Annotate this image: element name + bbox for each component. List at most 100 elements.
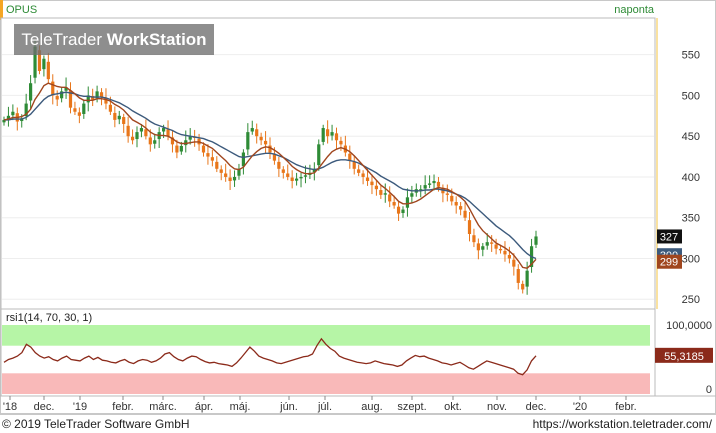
candle-body	[290, 177, 294, 182]
candle-body	[432, 181, 436, 184]
price-candles	[2, 40, 538, 295]
candle-body	[166, 129, 170, 137]
price-tick-label: 300	[682, 253, 700, 265]
candle-body	[29, 83, 33, 101]
last-close-label: 327	[660, 231, 678, 243]
rsi-last-label: 55,3185	[664, 351, 704, 363]
ma-short-line	[3, 82, 537, 269]
candle-body	[401, 209, 405, 214]
candle-body	[162, 128, 166, 132]
candle-body	[299, 176, 303, 179]
candle-body	[525, 270, 529, 287]
candle-body	[459, 206, 463, 210]
x-tick-label: nov.	[487, 401, 507, 413]
price-tick-label: 550	[682, 50, 700, 62]
price-tick-label: 400	[682, 172, 700, 184]
candle-body	[144, 129, 148, 137]
candle-body	[224, 173, 228, 177]
candle-body	[521, 283, 525, 290]
candle-body	[95, 91, 99, 99]
candle-body	[117, 115, 121, 120]
candle-body	[68, 90, 73, 108]
rsi-title: rsi1(14, 70, 30, 1)	[6, 312, 92, 324]
candle-body	[60, 91, 64, 99]
candle-body	[410, 193, 414, 197]
candle-body	[263, 140, 268, 145]
candle-body	[33, 46, 37, 78]
candle-body	[490, 242, 494, 244]
price-panel	[0, 17, 656, 310]
rsi-last-label-bg	[655, 347, 713, 363]
candle-body	[46, 61, 50, 80]
candle-body	[11, 111, 15, 116]
candle-body	[104, 98, 108, 104]
candle-body	[454, 202, 458, 206]
candle-body	[237, 168, 241, 176]
copyright-text: © 2019 TeleTrader Software GmbH	[2, 417, 190, 431]
candle-body	[175, 145, 179, 153]
watermark-bold-text: WorkStation	[106, 30, 207, 49]
candle-body	[42, 58, 46, 70]
candle-body	[148, 137, 152, 145]
candle-body	[201, 145, 206, 153]
candle-body	[503, 250, 507, 255]
candle-body	[494, 244, 498, 249]
last-close-label-bg	[657, 229, 682, 244]
candle-body	[374, 185, 378, 190]
candle-body	[82, 103, 86, 114]
rsi-tick-0: 0	[706, 384, 712, 396]
rsi-line	[3, 337, 537, 376]
footer: © 2019 TeleTrader Software GmbH https://…	[0, 414, 716, 433]
rsi-oversold-band	[2, 373, 650, 394]
candle-body	[481, 246, 485, 250]
x-tick-label: dec.	[34, 401, 55, 413]
candle-body	[281, 169, 285, 173]
candle-body	[232, 176, 237, 181]
candle-body	[113, 112, 117, 120]
candle-body	[365, 177, 370, 182]
x-tick-label: márc.	[149, 401, 177, 413]
candle-body	[108, 104, 112, 112]
price-plot-area	[0, 17, 656, 310]
candle-body	[228, 177, 232, 182]
candle-body	[357, 169, 361, 173]
price-tick-label: 350	[682, 213, 700, 225]
candle-body	[348, 153, 352, 161]
candle-body	[326, 129, 330, 137]
watermark: TeleTrader WorkStation	[14, 24, 214, 55]
candle-body	[388, 194, 392, 202]
candle-body	[215, 161, 219, 169]
period-label[interactable]: naponta	[614, 4, 655, 16]
candle-body	[396, 206, 401, 214]
rsi-overbought-band	[2, 325, 650, 346]
candle-body	[352, 161, 356, 169]
candle-body	[476, 243, 480, 251]
candle-body	[428, 183, 432, 185]
accent-bar	[0, 0, 3, 20]
candle-body	[361, 173, 365, 177]
x-tick-label: '19	[73, 401, 87, 413]
candle-body	[268, 145, 272, 153]
candle-body	[512, 259, 516, 267]
footer-url-link[interactable]: https://workstation.teletrader.com/	[532, 417, 712, 431]
symbol-label[interactable]: OPUS	[6, 4, 37, 16]
rsi-panel	[0, 308, 656, 397]
candle-body	[153, 140, 157, 144]
candle-body	[445, 193, 449, 195]
x-tick-label: szept.	[397, 401, 426, 413]
x-tick-label: '20	[573, 401, 587, 413]
candle-body	[135, 132, 139, 140]
candle-body	[383, 193, 387, 195]
x-tick-label: jún.	[279, 401, 298, 413]
rsi-tick-100: 100,0000	[666, 320, 712, 332]
x-tick-label: '18	[3, 401, 17, 413]
price-tick-label: 250	[682, 294, 700, 306]
candle-body	[255, 129, 259, 137]
candle-body	[179, 145, 183, 152]
candle-body	[99, 92, 104, 98]
candle-body	[24, 103, 28, 117]
x-tick-label: dec.	[526, 401, 547, 413]
candle-body	[423, 185, 427, 189]
candle-body	[51, 81, 55, 96]
